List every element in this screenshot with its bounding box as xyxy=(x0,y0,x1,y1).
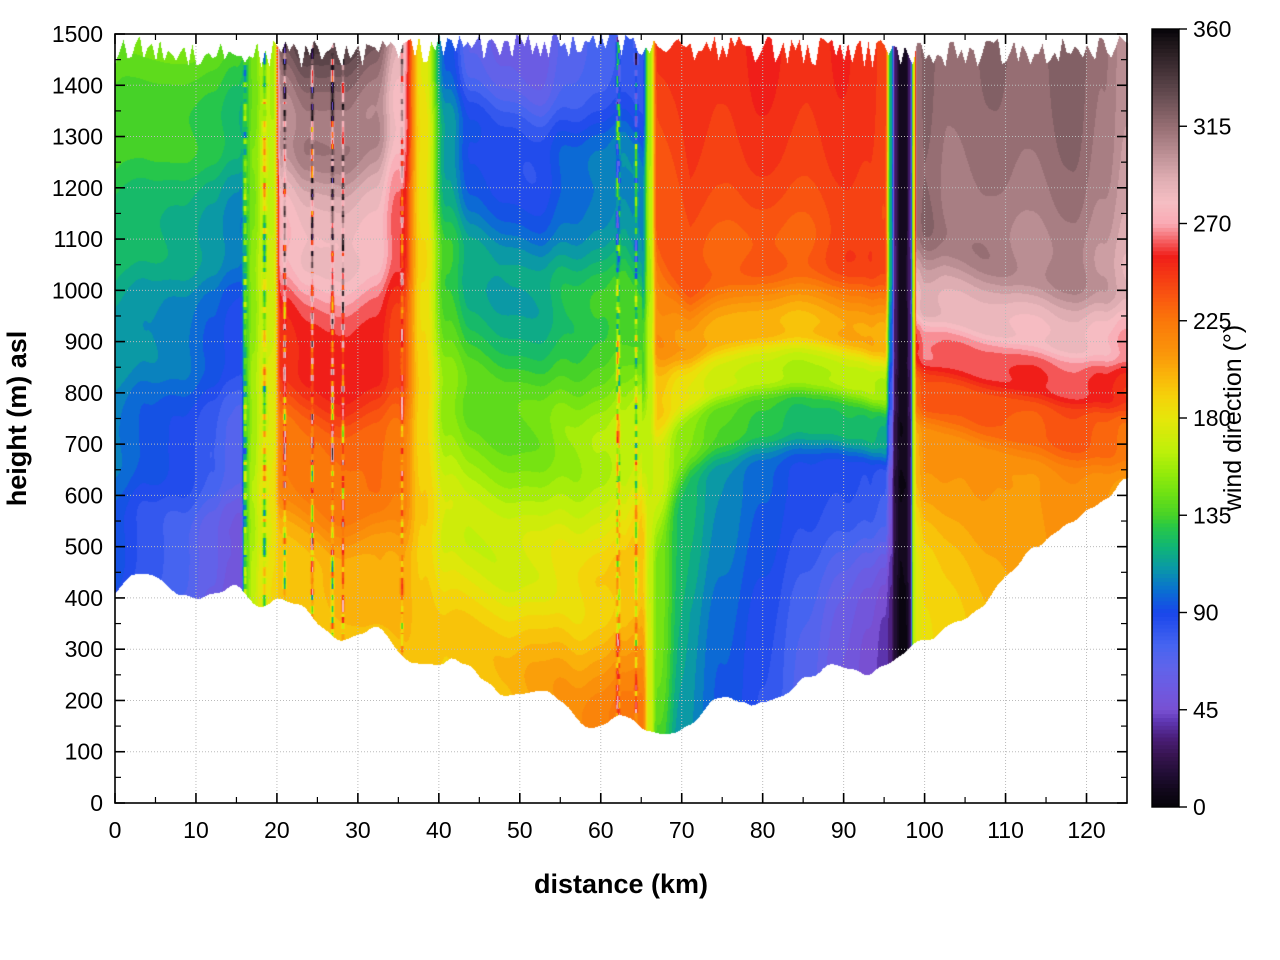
svg-text:50: 50 xyxy=(507,817,533,843)
svg-text:1500: 1500 xyxy=(52,21,103,47)
svg-text:distance (km): distance (km) xyxy=(534,869,708,899)
svg-text:1300: 1300 xyxy=(52,124,103,150)
svg-text:1200: 1200 xyxy=(52,175,103,201)
svg-text:90: 90 xyxy=(1193,600,1219,626)
svg-text:500: 500 xyxy=(65,534,103,560)
svg-text:1000: 1000 xyxy=(52,277,103,303)
svg-text:70: 70 xyxy=(669,817,695,843)
svg-text:1100: 1100 xyxy=(54,226,103,252)
svg-text:200: 200 xyxy=(65,687,103,713)
svg-text:270: 270 xyxy=(1193,211,1231,237)
svg-text:700: 700 xyxy=(65,431,103,457)
svg-text:120: 120 xyxy=(1067,817,1105,843)
svg-text:1400: 1400 xyxy=(52,72,103,98)
svg-text:40: 40 xyxy=(426,817,452,843)
svg-text:600: 600 xyxy=(65,482,103,508)
svg-text:10: 10 xyxy=(183,817,209,843)
svg-text:80: 80 xyxy=(750,817,776,843)
svg-text:315: 315 xyxy=(1193,113,1231,139)
svg-text:60: 60 xyxy=(588,817,614,843)
svg-text:100: 100 xyxy=(905,817,943,843)
svg-text:900: 900 xyxy=(65,329,103,355)
svg-text:90: 90 xyxy=(831,817,857,843)
svg-text:wind direction (°): wind direction (°) xyxy=(1219,325,1247,512)
svg-text:300: 300 xyxy=(65,636,103,662)
svg-text:110: 110 xyxy=(987,817,1024,843)
svg-text:0: 0 xyxy=(1193,794,1206,820)
svg-text:45: 45 xyxy=(1193,697,1219,723)
svg-text:20: 20 xyxy=(264,817,290,843)
svg-text:100: 100 xyxy=(65,739,103,765)
svg-text:800: 800 xyxy=(65,380,103,406)
svg-text:height (m) asl: height (m) asl xyxy=(2,331,32,507)
svg-text:360: 360 xyxy=(1193,16,1231,42)
svg-text:400: 400 xyxy=(65,585,103,611)
svg-text:30: 30 xyxy=(345,817,371,843)
svg-text:0: 0 xyxy=(109,817,122,843)
svg-text:0: 0 xyxy=(90,790,103,816)
